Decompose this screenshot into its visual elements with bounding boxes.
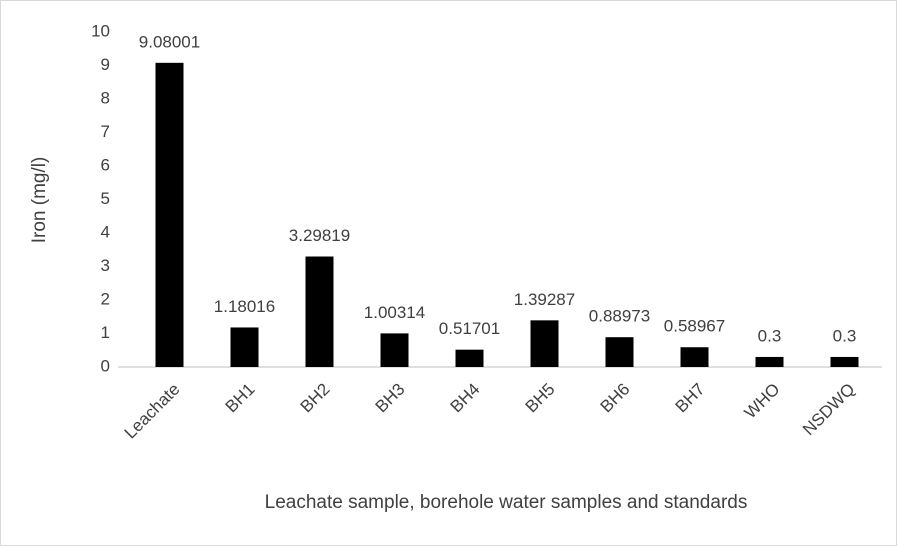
bar [455,349,484,367]
bar [680,347,709,367]
data-label: 9.08001 [139,32,200,51]
x-axis-label: Leachate sample, borehole water samples … [265,492,748,513]
bar [830,356,859,367]
y-tick-label: 10 [91,21,110,40]
data-label: 0.88973 [589,307,650,326]
y-tick-label: 3 [101,256,110,275]
y-tick-label: 8 [101,88,110,107]
bar [305,256,334,367]
data-label: 0.58967 [664,317,725,336]
y-tick-label: 2 [101,289,110,308]
bar [530,320,559,367]
y-tick-label: 5 [101,189,110,208]
bar [155,62,184,367]
y-tick-label: 0 [101,356,110,375]
bar [755,356,784,367]
y-tick-label: 9 [101,55,110,74]
data-label: 1.39287 [514,290,575,309]
y-axis-label: Iron (mg/l) [29,157,50,244]
y-tick-label: 1 [101,323,110,342]
data-label: 3.29819 [289,226,350,245]
data-label: 1.18016 [214,297,275,316]
y-tick-label: 4 [101,222,110,241]
data-label: 0.51701 [439,319,500,338]
y-tick-label: 7 [101,122,110,141]
data-label: 0.3 [758,326,782,345]
data-label: 0.3 [833,326,857,345]
bar [230,327,259,367]
y-tick-label: 6 [101,155,110,174]
data-label: 1.00314 [364,303,425,322]
bar [605,337,634,367]
bar [380,333,409,367]
